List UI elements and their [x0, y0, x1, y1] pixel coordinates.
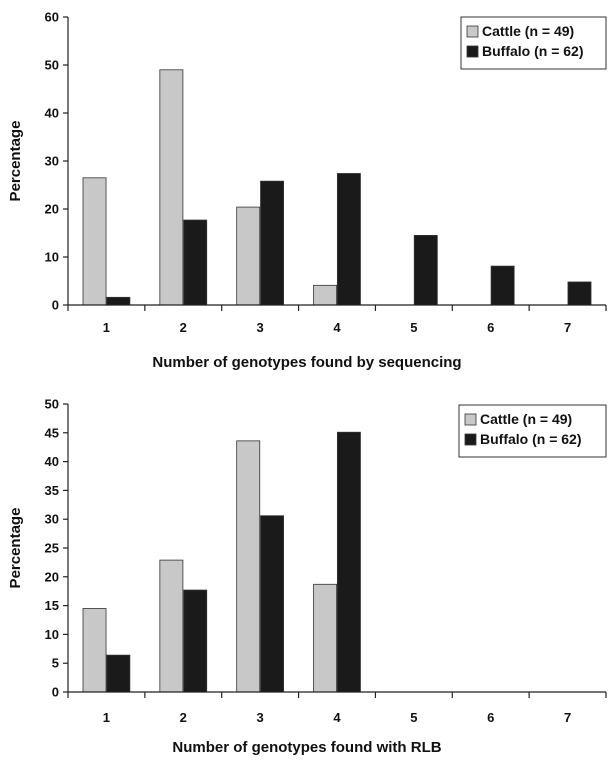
y-tick-label-50: 50 — [45, 397, 59, 412]
legend-box — [460, 16, 607, 70]
y-tick-label-10: 10 — [45, 627, 59, 642]
x-tick-label-6: 6 — [487, 710, 494, 725]
x-tick-label-7: 7 — [564, 320, 571, 335]
y-tick-label-40: 40 — [45, 106, 59, 121]
y-tick-label-5: 5 — [52, 656, 59, 671]
buffalo-bar-1 — [106, 654, 131, 693]
buffalo-bar-2 — [183, 589, 208, 693]
x-tick-label-1: 1 — [103, 710, 110, 725]
x-tick-label-7: 7 — [564, 710, 571, 725]
y-tick-label-0: 0 — [52, 298, 59, 313]
buffalo-bar-3 — [260, 515, 284, 693]
legend-swatch-cattle — [464, 413, 477, 426]
x-tick-label-2: 2 — [180, 710, 187, 725]
x-tick-label-3: 3 — [257, 320, 264, 335]
x-tick-label-6: 6 — [487, 320, 494, 335]
x-tick-label-5: 5 — [410, 320, 417, 335]
buffalo-bar-2 — [183, 219, 208, 306]
buffalo-bar-5 — [413, 234, 438, 306]
cattle-bar-1 — [82, 608, 107, 693]
legend: Cattle (n = 49) Buffalo (n = 62) — [460, 16, 607, 70]
buffalo-bar-1 — [106, 296, 131, 306]
cattle-bar-4 — [313, 583, 338, 693]
y-tick-label-30: 30 — [45, 154, 59, 169]
legend-box — [458, 404, 607, 458]
legend-label-buffalo: Buffalo (n = 62) — [482, 43, 584, 59]
cattle-bar-2 — [159, 69, 184, 306]
legend-label-cattle: Cattle (n = 49) — [480, 411, 572, 427]
y-tick-label-20: 20 — [45, 569, 59, 584]
y-tick-label-45: 45 — [45, 425, 59, 440]
legend-label-buffalo: Buffalo (n = 62) — [480, 431, 582, 447]
cattle-bar-3 — [236, 440, 261, 693]
y-tick-label-15: 15 — [45, 598, 59, 613]
legend-swatch-buffalo — [464, 433, 477, 446]
cattle-bar-3 — [236, 206, 261, 306]
y-tick-label-0: 0 — [52, 685, 59, 700]
x-tick-label-2: 2 — [180, 320, 187, 335]
y-tick-label-25: 25 — [45, 541, 59, 556]
x-tick-label-1: 1 — [103, 320, 110, 335]
buffalo-bar-3 — [260, 180, 284, 306]
cattle-bar-1 — [82, 177, 107, 306]
x-tick-label-4: 4 — [333, 320, 341, 335]
x-tick-label-3: 3 — [257, 710, 264, 725]
buffalo-bar-7 — [567, 281, 592, 306]
y-tick-label-35: 35 — [45, 483, 59, 498]
y-axis-title: Percentage — [7, 121, 24, 202]
y-axis-title: Percentage — [7, 508, 24, 589]
x-axis-title: Number of genotypes found with RLB — [172, 739, 441, 756]
legend-swatch-buffalo — [466, 45, 479, 58]
buffalo-bar-4 — [336, 173, 361, 306]
buffalo-bar-4 — [336, 431, 361, 693]
y-tick-label-30: 30 — [45, 512, 59, 527]
legend-swatch-cattle — [466, 25, 479, 38]
legend-label-cattle: Cattle (n = 49) — [482, 23, 574, 39]
y-tick-label-20: 20 — [45, 202, 59, 217]
y-tick-label-10: 10 — [45, 250, 59, 265]
buffalo-bar-6 — [490, 265, 515, 306]
legend: Cattle (n = 49) Buffalo (n = 62) — [458, 404, 607, 458]
sequencing-chart: 0 10 20 30 40 50 60 1 2 3 4 5 6 7 Number of genotypes … — [7, 10, 607, 371]
x-tick-label-4: 4 — [333, 710, 341, 725]
x-tick-label-5: 5 — [410, 710, 417, 725]
x-axis-title: Number of genotypes found by sequencing — [152, 354, 461, 371]
y-tick-label-40: 40 — [45, 454, 59, 469]
cattle-bar-2 — [159, 559, 184, 693]
y-tick-label-50: 50 — [45, 58, 59, 73]
cattle-bar-4 — [313, 284, 338, 306]
y-tick-label-60: 60 — [45, 10, 59, 25]
